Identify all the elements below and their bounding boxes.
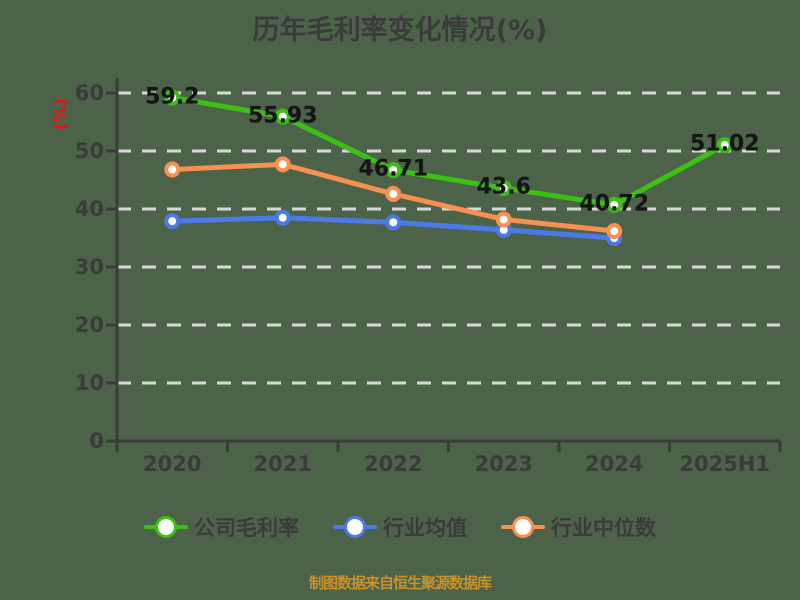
legend-item-3[interactable]: 行业中位数 <box>501 512 656 542</box>
data-point-label: 51.02 <box>689 131 760 157</box>
data-point-label: 55.93 <box>247 103 318 129</box>
y-tick-label: 30 <box>74 255 104 279</box>
series-markers <box>164 89 733 246</box>
y-tick-label: 40 <box>74 197 104 221</box>
chart-title: 历年毛利率变化情况(%) <box>252 15 548 46</box>
axis-ticks <box>106 91 782 452</box>
gridlines <box>117 91 780 385</box>
y-tick-label: 60 <box>74 81 104 105</box>
data-point-label: 40.72 <box>579 191 650 217</box>
legend-item-2[interactable]: 行业均值 <box>333 512 467 542</box>
data-point-label: 43.6 <box>476 174 531 200</box>
y-axis-tick-labels: 0 10 20 30 40 50 60 <box>52 0 104 600</box>
y-tick-label: 50 <box>74 139 104 163</box>
data-point-label: 59.2 <box>145 84 200 110</box>
legend-marker-icon <box>333 515 377 539</box>
x-tick-label: 2023 <box>474 452 533 476</box>
legend-label: 公司毛利率 <box>194 516 299 540</box>
chart-legend: 公司毛利率 行业均值 行业中位数 <box>0 512 800 542</box>
y-tick-label: 20 <box>74 313 104 337</box>
legend-item-1[interactable]: 公司毛利率 <box>144 512 299 542</box>
legend-dot <box>512 516 534 538</box>
x-tick-label: 2021 <box>253 452 312 476</box>
y-tick-label: 0 <box>89 429 104 453</box>
legend-dot <box>155 516 177 538</box>
y-tick-label: 10 <box>74 371 104 395</box>
x-tick-label: 2022 <box>364 452 423 476</box>
x-axis-tick-labels: 2020 2021 2022 2023 2024 2025H1 <box>0 452 800 486</box>
x-tick-label: 2020 <box>143 452 202 476</box>
legend-marker-icon <box>501 515 545 539</box>
legend-dot <box>344 516 366 538</box>
footer-source-note: 制图数据来自恒生聚源数据库 <box>308 574 492 592</box>
legend-label: 行业均值 <box>383 516 467 540</box>
legend-label: 行业中位数 <box>551 516 656 540</box>
x-tick-label: 2025H1 <box>679 452 771 476</box>
legend-marker-icon <box>144 515 188 539</box>
x-tick-label: 2024 <box>585 452 644 476</box>
data-point-label: 46.71 <box>358 156 429 182</box>
axis-lines <box>115 78 780 443</box>
